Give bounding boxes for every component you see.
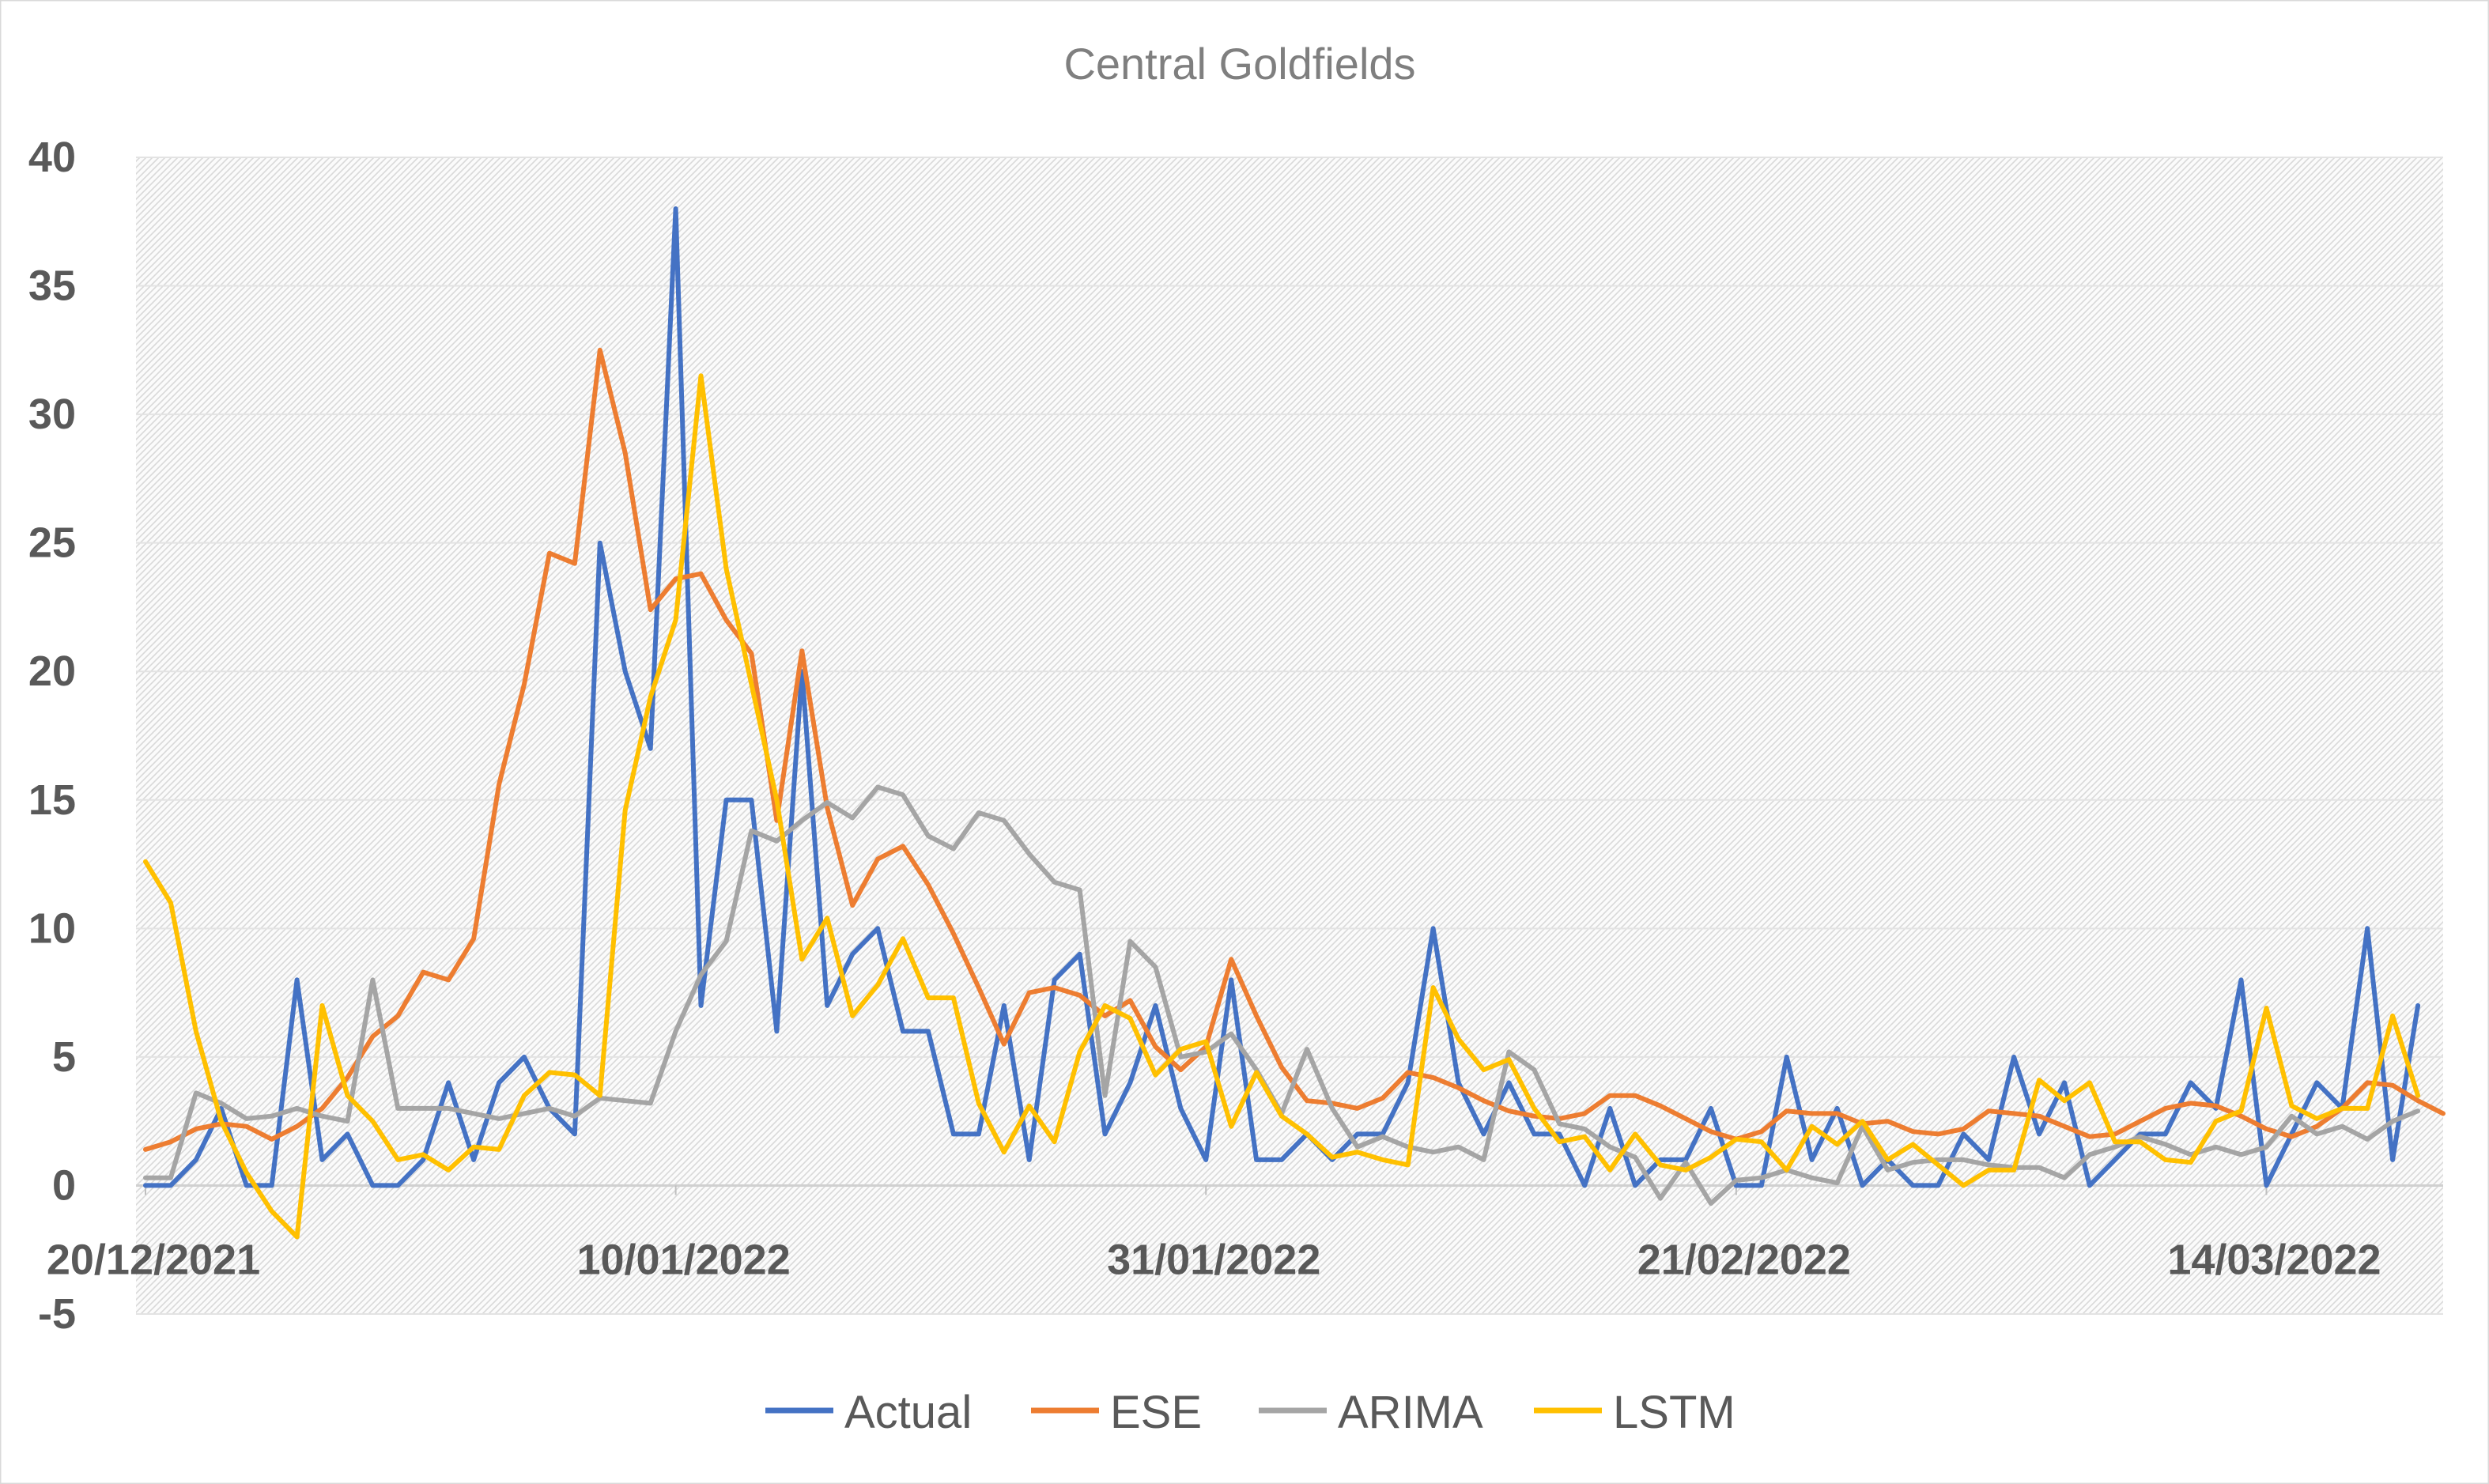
y-tick-label: 0 (52, 1161, 76, 1209)
x-axis: 20/12/2021 10/01/2022 31/01/2022 21/02/2022… (47, 1185, 2381, 1283)
y-tick-label: 5 (52, 1033, 76, 1081)
y-tick-label: 25 (28, 519, 76, 567)
series-lines (143, 206, 2446, 1240)
y-tick-label: 30 (28, 391, 76, 438)
y-tick-label: 40 (28, 134, 76, 181)
series-line-actual (143, 206, 2421, 1188)
x-tick-label: 14/03/2022 (2167, 1236, 2381, 1283)
x-tick-label: 21/02/2022 (1637, 1236, 1851, 1283)
series-line-lstm (143, 373, 2421, 1240)
y-axis: 40 35 30 25 20 15 10 5 0 -5 (28, 134, 76, 1338)
gridlines (136, 157, 2443, 1315)
legend: Actual ESE ARIMA LSTM (765, 1387, 1736, 1438)
x-tick-label: 31/01/2022 (1107, 1236, 1320, 1283)
y-tick-label: 10 (28, 904, 76, 952)
x-tick-label: 20/12/2021 (47, 1236, 260, 1283)
legend-label-actual: Actual (844, 1387, 972, 1438)
legend-label-ese: ESE (1110, 1387, 1202, 1438)
y-tick-label: 15 (28, 776, 76, 824)
y-tick-label: -5 (38, 1290, 76, 1338)
y-tick-label: 20 (28, 648, 76, 695)
legend-label-arima: ARIMA (1338, 1387, 1483, 1438)
y-tick-label: 35 (28, 262, 76, 310)
chart-title: Central Goldfields (1063, 39, 1415, 89)
x-tick-label: 10/01/2022 (576, 1236, 790, 1283)
legend-label-lstm: LSTM (1613, 1387, 1736, 1438)
